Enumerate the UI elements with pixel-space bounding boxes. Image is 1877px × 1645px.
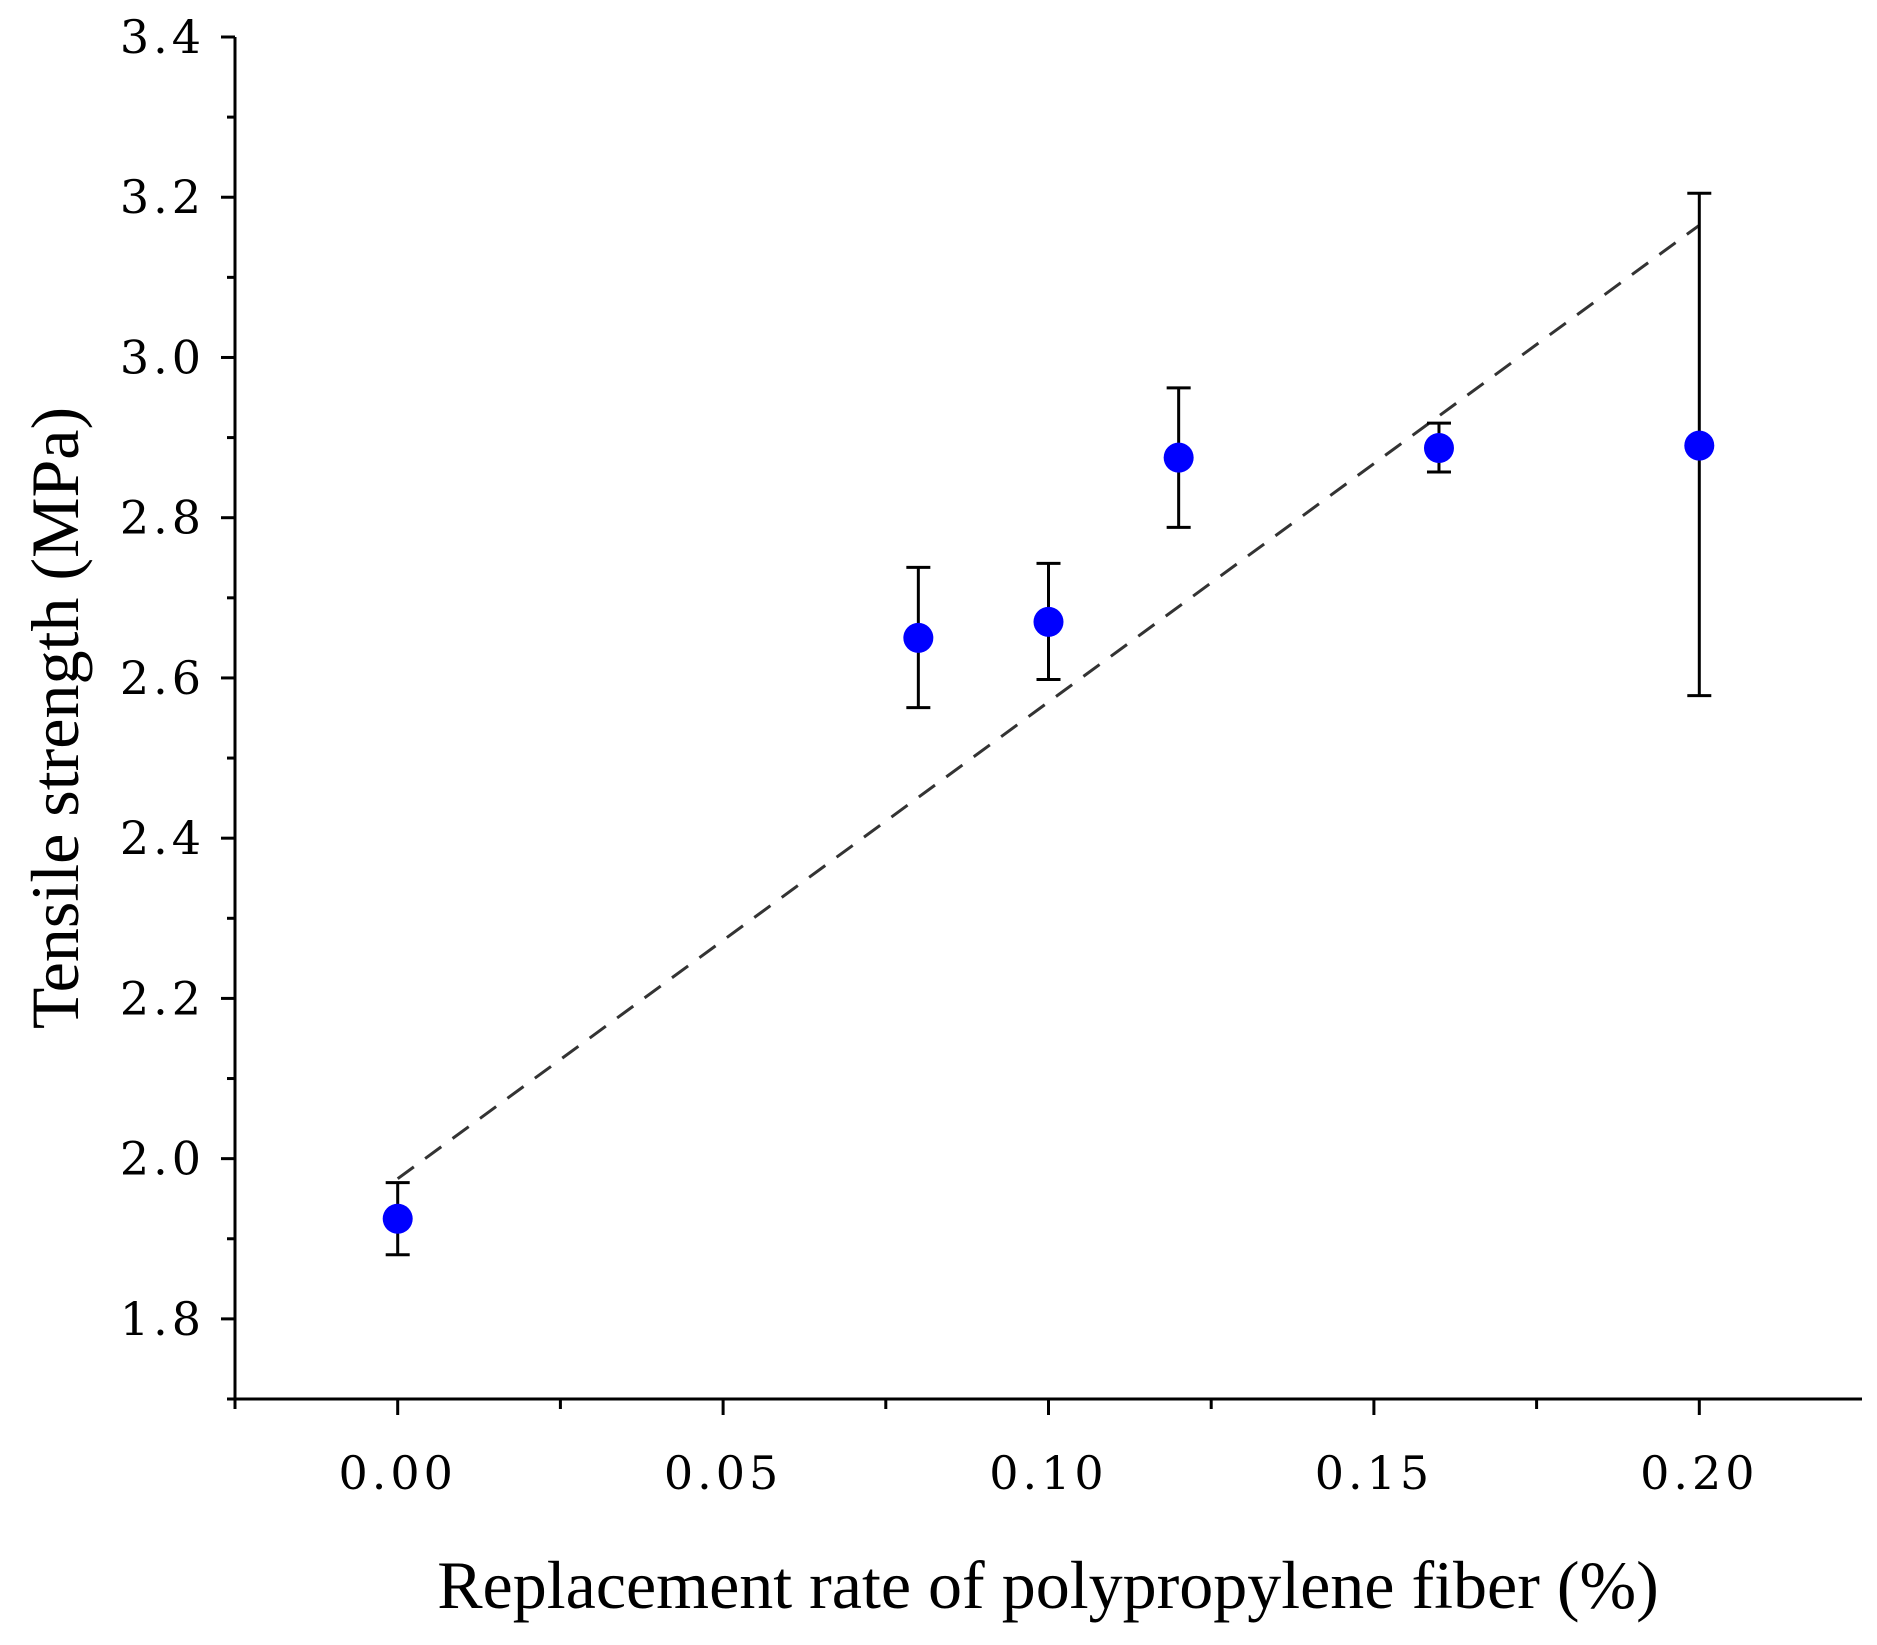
x-axis-title: Replacement rate of polypropylene fiber … — [437, 1547, 1659, 1623]
trendline-group — [396, 224, 1701, 1180]
y-tick-label: 2.0 — [120, 1132, 205, 1186]
data-point — [1033, 606, 1064, 637]
data-point — [382, 1203, 413, 1234]
data-point — [1163, 442, 1194, 473]
y-tick-label: 1.8 — [120, 1292, 205, 1346]
y-tick-label: 2.6 — [120, 651, 205, 705]
data-points — [382, 430, 1715, 1234]
x-tick-label: 0.20 — [1640, 1446, 1758, 1500]
x-tick-label: 0.10 — [989, 1446, 1107, 1500]
data-point — [903, 622, 934, 653]
y-tick-label: 2.8 — [120, 491, 205, 545]
data-point — [1684, 430, 1715, 461]
y-ticks: 1.8 2.0 2.2 2.4 2.6 2.8 3.0 3.2 3.4 — [120, 10, 235, 1401]
y-tick-label: 2.4 — [120, 811, 205, 865]
x-tick-label: 0.05 — [664, 1446, 782, 1500]
y-tick-label: 3.2 — [120, 170, 205, 224]
trendline — [396, 224, 1701, 1180]
y-tick-label: 2.2 — [120, 971, 205, 1025]
y-tick-label: 3.4 — [120, 10, 205, 64]
data-point — [1423, 433, 1454, 464]
axes — [233, 37, 1862, 1401]
error-bars — [385, 191, 1712, 1257]
y-axis-title: Tensile strength (MPa) — [17, 407, 93, 1029]
x-tick-label: 0.15 — [1315, 1446, 1433, 1500]
x-tick-label: 0.00 — [338, 1446, 456, 1500]
x-ticks: 0.00 0.05 0.10 0.15 0.20 — [233, 1399, 1758, 1500]
y-tick-label: 3.0 — [120, 330, 205, 384]
